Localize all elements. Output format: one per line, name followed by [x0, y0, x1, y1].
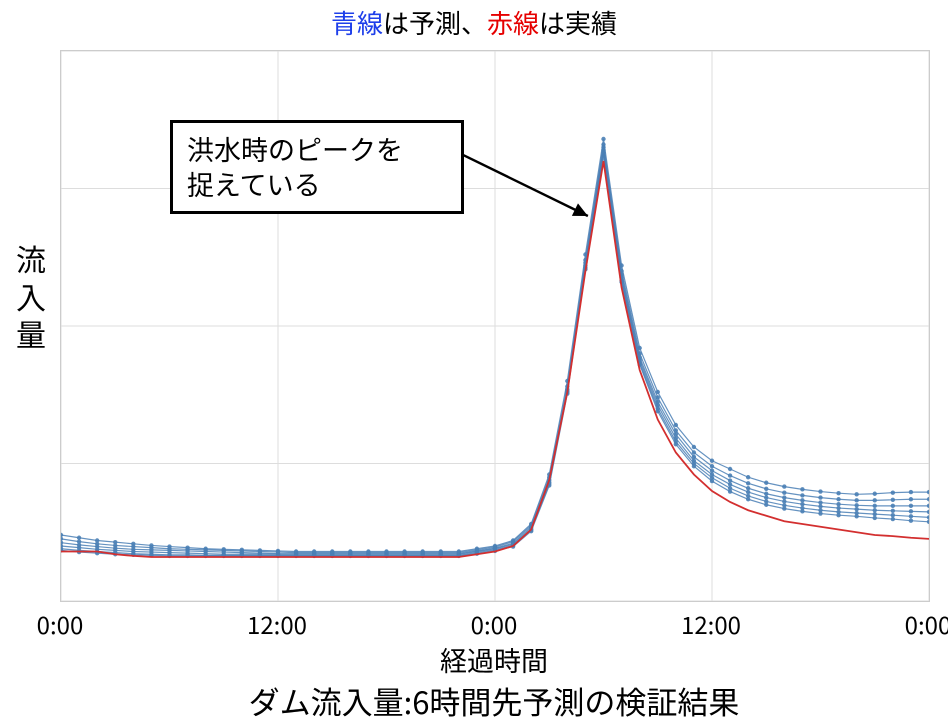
legend-seg-3: は実績: [539, 4, 617, 41]
legend-seg-1: は予測、: [383, 4, 487, 41]
x-tick-label: 0:00: [471, 606, 518, 641]
x-tick-label: 12:00: [681, 606, 741, 641]
x-tick-label: 12:00: [247, 606, 307, 641]
x-tick-label: 0:00: [37, 606, 84, 641]
figure-caption-text: ダム流入量:6時間先予測の検証結果: [249, 678, 740, 723]
legend-seg-blue: 青線: [331, 4, 383, 41]
y-axis-label-text: 流入量: [14, 240, 48, 353]
annotation-callout: 洪水時のピークを 捉えている: [170, 120, 464, 214]
legend-seg-red: 赤線: [487, 4, 539, 41]
x-tick-label: 0:00: [905, 606, 948, 641]
y-axis-label: 流入量: [14, 240, 48, 353]
x-axis-label-text: 経過時間: [440, 640, 548, 679]
annotation-line2: 捉えている: [187, 164, 321, 203]
figure-container: 青線は予測、赤線は実績 流入量 経過時間 ダム流入量:6時間先予測の検証結果 洪…: [0, 0, 948, 722]
figure-caption: ダム流入量:6時間先予測の検証結果: [249, 678, 740, 723]
annotation-line1: 洪水時のピークを: [187, 129, 403, 168]
legend-header: 青線は予測、赤線は実績: [0, 4, 948, 41]
x-axis-label: 経過時間: [440, 640, 548, 679]
